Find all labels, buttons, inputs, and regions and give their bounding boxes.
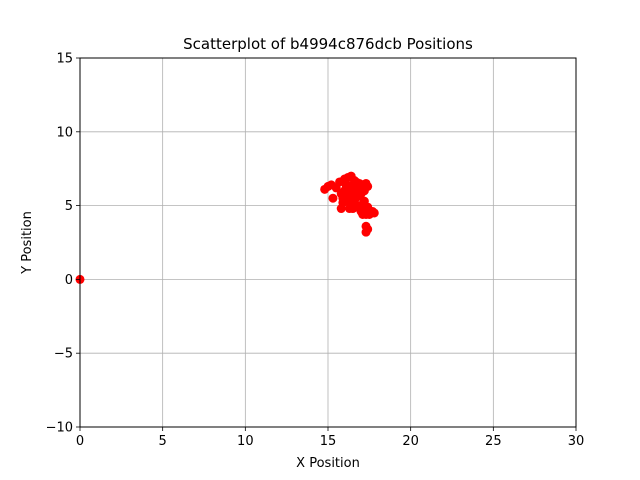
data-point xyxy=(369,208,379,218)
y-tick-label: 15 xyxy=(56,52,73,67)
data-point xyxy=(361,227,371,237)
data-point xyxy=(344,204,354,214)
x-axis-label: X Position xyxy=(296,456,360,471)
data-point xyxy=(328,193,338,203)
chart-title: Scatterplot of b4994c876dcb Positions xyxy=(183,35,473,53)
x-tick-label: 30 xyxy=(568,434,585,449)
y-axis-label: Y Position xyxy=(20,211,35,275)
y-tick-label: 0 xyxy=(65,273,73,288)
x-tick-label: 10 xyxy=(237,434,254,449)
x-tick-label: 5 xyxy=(159,434,167,449)
x-tick-label: 15 xyxy=(320,434,337,449)
y-tick-label: 5 xyxy=(65,199,73,214)
y-tick-label: 10 xyxy=(56,125,73,140)
data-point xyxy=(346,196,356,206)
x-tick-label: 20 xyxy=(402,434,419,449)
data-points xyxy=(75,171,379,284)
y-tick-label: −5 xyxy=(54,347,73,362)
axis-ticks: 0 5 10 15 20 25 30 −10 −5 0 5 10 15 xyxy=(46,52,585,450)
x-tick-label: 25 xyxy=(485,434,502,449)
data-point xyxy=(338,198,348,208)
y-tick-label: −10 xyxy=(46,421,73,436)
data-point xyxy=(349,176,359,186)
x-tick-label: 0 xyxy=(76,434,84,449)
data-point xyxy=(341,183,351,193)
grid-lines xyxy=(79,57,577,428)
data-point xyxy=(354,187,364,197)
